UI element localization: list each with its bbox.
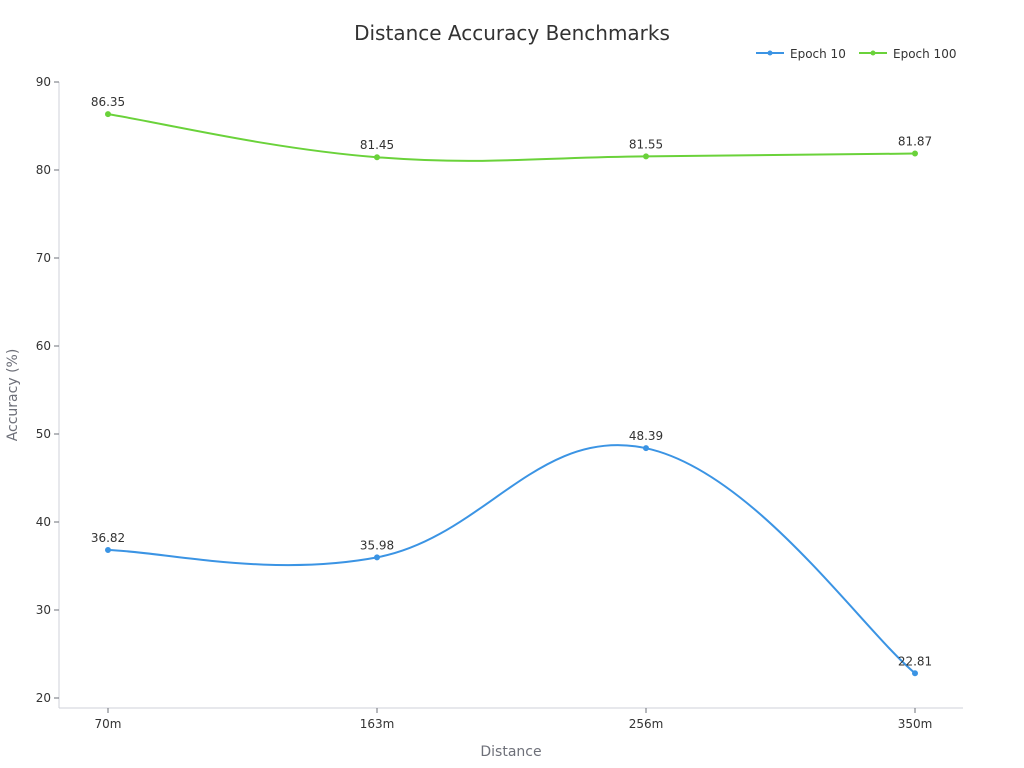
x-tick-label: 256m: [629, 717, 664, 731]
legend-label: Epoch 100: [893, 47, 956, 61]
legend[interactable]: Epoch 10 Epoch 100: [756, 47, 956, 61]
data-label-epoch-100: 81.87: [898, 135, 932, 149]
data-point-epoch-10[interactable]: [643, 445, 649, 452]
y-tick-label: 20: [36, 691, 51, 705]
legend-item-epoch-100[interactable]: Epoch 100: [859, 47, 956, 61]
legend-swatch-dot: [767, 50, 773, 56]
data-label-epoch-10: 22.81: [898, 654, 932, 668]
data-point-epoch-100[interactable]: [105, 111, 111, 118]
x-tick-label: 350m: [898, 717, 933, 731]
series-layer: [105, 111, 918, 677]
y-tick-label: 80: [36, 163, 51, 177]
y-tick-label: 50: [36, 427, 51, 441]
legend-label: Epoch 10: [790, 47, 846, 61]
x-tick-label: 163m: [360, 717, 395, 731]
y-tick-label: 30: [36, 603, 51, 617]
y-tick-label: 40: [36, 515, 51, 529]
y-axis: 20 30 40 50 60 70 80 90: [36, 75, 60, 708]
data-point-epoch-10[interactable]: [374, 554, 380, 561]
y-axis-label: Accuracy (%): [5, 349, 21, 442]
data-point-epoch-10[interactable]: [912, 670, 918, 677]
data-label-epoch-10: 48.39: [629, 429, 663, 443]
series-epoch-100[interactable]: [105, 111, 918, 162]
legend-item-epoch-10[interactable]: Epoch 10: [756, 47, 846, 61]
data-label-epoch-100: 81.55: [629, 137, 663, 151]
series-epoch-10[interactable]: [105, 444, 918, 677]
y-tick-label: 70: [36, 251, 51, 265]
series-line-epoch-10[interactable]: [107, 444, 916, 675]
data-labels-layer: 36.82 35.98 48.39 22.81 86.35 81.45 81.55 81.87: [91, 95, 932, 668]
data-point-epoch-100[interactable]: [912, 150, 918, 157]
data-point-epoch-100[interactable]: [374, 154, 380, 161]
data-point-epoch-100[interactable]: [643, 153, 649, 160]
data-label-epoch-10: 35.98: [360, 538, 394, 552]
legend-swatch-dot: [870, 50, 876, 56]
series-line-epoch-100[interactable]: [107, 113, 916, 162]
data-label-epoch-10: 36.82: [91, 531, 125, 545]
y-tick-label: 90: [36, 75, 51, 89]
x-axis: 70m 163m 256m 350m: [59, 707, 963, 731]
data-point-epoch-10[interactable]: [105, 546, 111, 553]
data-label-epoch-100: 81.45: [360, 138, 394, 152]
chart-title: Distance Accuracy Benchmarks: [354, 21, 670, 45]
x-axis-label: Distance: [480, 744, 541, 760]
y-tick-label: 60: [36, 339, 51, 353]
x-tick-label: 70m: [95, 717, 122, 731]
data-label-epoch-100: 86.35: [91, 95, 125, 109]
